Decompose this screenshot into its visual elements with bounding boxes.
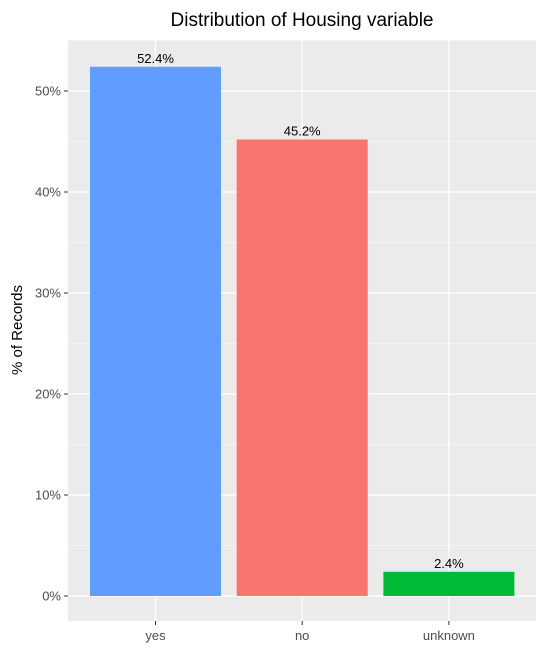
data-label-unknown: 2.4% (434, 556, 464, 571)
y-tick-label: 40% (35, 185, 61, 200)
y-tick-label: 10% (35, 488, 61, 503)
bar-unknown (383, 571, 515, 596)
chart-title: Distribution of Housing variable (171, 10, 434, 31)
y-axis-ticks: 0% 10% 20% 30% 40% 50% (35, 84, 68, 604)
y-tick-label: 50% (35, 84, 61, 99)
y-tick-label: 0% (42, 589, 61, 604)
x-axis-ticks: yes no unknown (145, 621, 475, 643)
bar-no (236, 139, 368, 597)
bar-yes (90, 66, 221, 596)
data-label-no: 45.2% (284, 123, 321, 138)
bars (90, 66, 515, 597)
y-tick-label: 20% (35, 387, 61, 402)
data-labels: 52.4% 45.2% 2.4% (137, 51, 464, 571)
x-tick-label: yes (145, 628, 166, 643)
x-tick-label: no (295, 628, 309, 643)
y-tick-label: 30% (35, 286, 61, 301)
data-label-yes: 52.4% (137, 51, 174, 66)
x-tick-label: unknown (423, 628, 475, 643)
y-axis-title: % of Records (9, 285, 26, 375)
